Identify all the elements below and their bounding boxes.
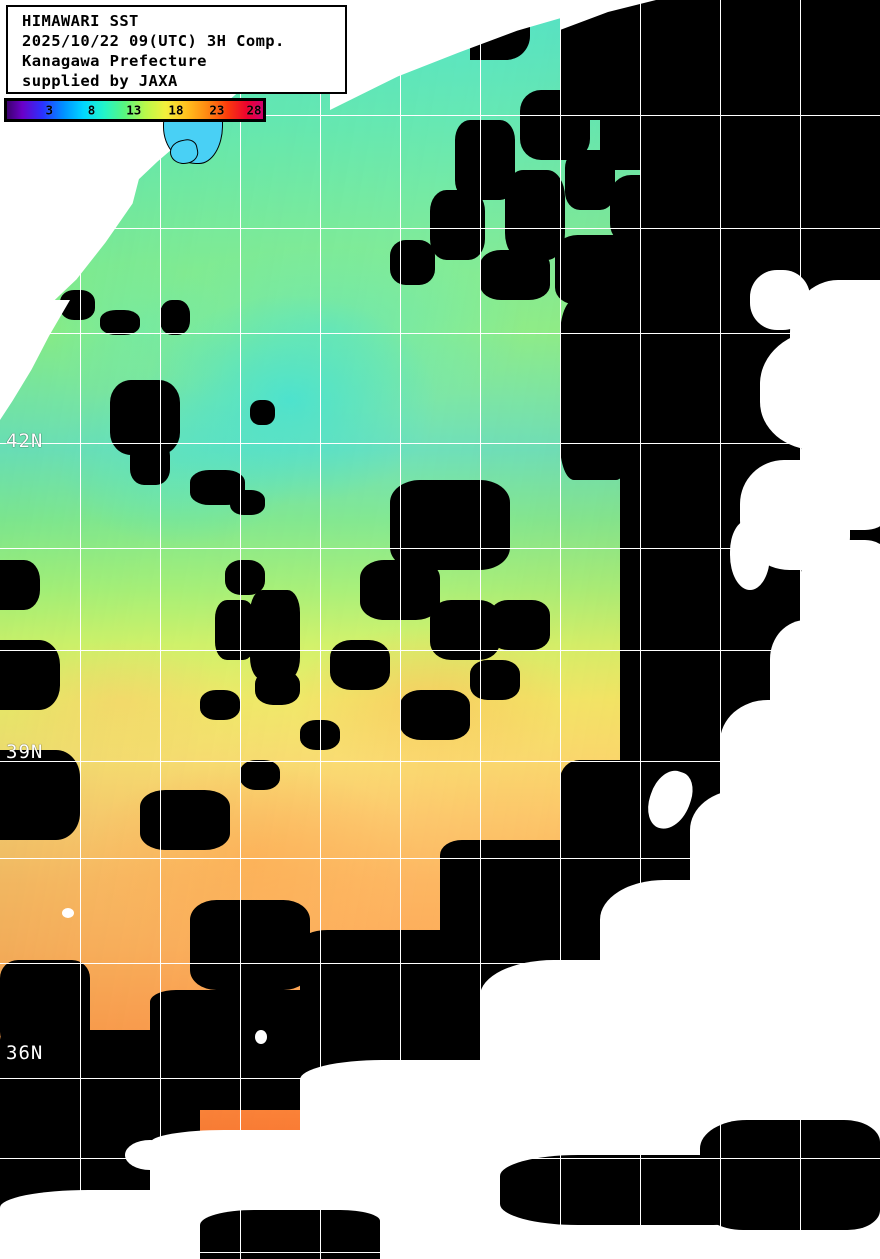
title-legend-box: HIMAWARI SST 2025/10/22 09(UTC) 3H Comp.… (6, 5, 347, 94)
colorbar-tick-3: 3 (45, 102, 53, 118)
lat-label-42n: 42N (6, 430, 44, 452)
title-line-product: HIMAWARI SST (22, 12, 139, 30)
title-line-org: Kanagawa Prefecture (22, 52, 207, 70)
title-line-source: supplied by JAXA (22, 72, 178, 90)
title-line-datetime: 2025/10/22 09(UTC) 3H Comp. (22, 32, 285, 50)
lat-label-39n: 39N (6, 741, 44, 763)
colorbar-tick-18: 18 (168, 102, 184, 118)
colorbar-tick-8: 8 (87, 102, 96, 118)
colorbar-tick-13: 13 (126, 102, 142, 118)
sst-colorbar: 3 8 13 18 23 28 (4, 98, 266, 122)
colorbar-tick-23: 23 (209, 102, 225, 118)
sst-colorbar-ramp: 3 8 13 18 23 28 (7, 101, 263, 119)
lat-label-36n: 36N (6, 1042, 44, 1064)
colorbar-tick-28: 28 (246, 102, 262, 118)
